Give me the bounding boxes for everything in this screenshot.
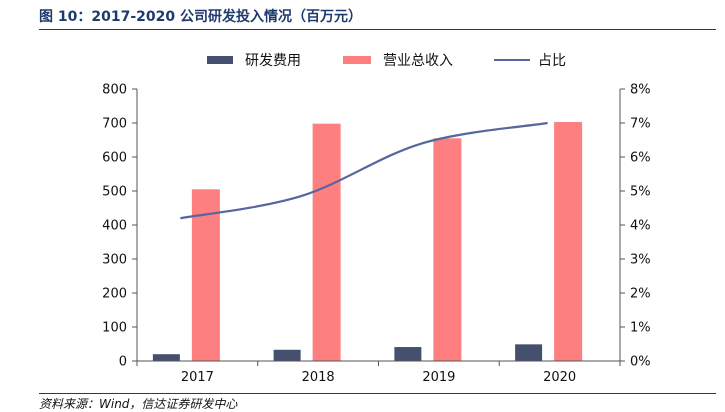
y-right-tick-label: 0% bbox=[630, 355, 651, 370]
bar-revenue-2019 bbox=[433, 138, 462, 361]
legend-item-ratio: 占比 bbox=[494, 49, 566, 71]
bar-rd-2018 bbox=[273, 349, 301, 361]
y-right-tick-label: 5% bbox=[630, 185, 651, 200]
y-right-tick-label: 8% bbox=[630, 83, 651, 98]
legend-swatch-revenue bbox=[343, 56, 371, 64]
line-ratio bbox=[180, 121, 548, 220]
y-right-tick-label: 6% bbox=[630, 151, 651, 166]
legend-line-ratio bbox=[494, 59, 530, 61]
source-note: 资料来源：Wind，信达证券研发中心 bbox=[39, 397, 238, 411]
legend-swatch-rd bbox=[207, 56, 233, 64]
bar-rd-2019 bbox=[394, 347, 422, 361]
y-left-tick-label: 700 bbox=[102, 117, 127, 132]
legend-item-rd: 研发费用 bbox=[207, 49, 301, 71]
y-right-tick-label: 4% bbox=[630, 219, 651, 234]
y-left-tick-label: 0 bbox=[119, 355, 127, 370]
bar-revenue-2020 bbox=[554, 121, 583, 361]
y-right-tick-label: 3% bbox=[630, 253, 651, 268]
y-left-tick-label: 400 bbox=[102, 219, 127, 234]
x-tick-label-2020: 2020 bbox=[543, 370, 576, 385]
y-right-tick-label: 7% bbox=[630, 117, 651, 132]
x-tick-label-2019: 2019 bbox=[422, 370, 455, 385]
legend-item-revenue: 营业总收入 bbox=[343, 49, 453, 71]
y-left-tick-label: 200 bbox=[102, 287, 127, 302]
bar-revenue-2017 bbox=[191, 189, 220, 361]
source-divider bbox=[39, 393, 716, 394]
legend-label-revenue: 营业总收入 bbox=[383, 53, 453, 69]
legend: 研发费用 营业总收入 占比 bbox=[0, 49, 725, 71]
x-tick-label-2017: 2017 bbox=[181, 370, 214, 385]
y-left-tick-label: 800 bbox=[102, 83, 127, 98]
bar-revenue-2018 bbox=[312, 123, 341, 362]
y-right-tick-label: 1% bbox=[630, 321, 651, 336]
y-left-tick-label: 300 bbox=[102, 253, 127, 268]
y-right-tick-label: 2% bbox=[630, 287, 651, 302]
bar-rd-2020 bbox=[515, 344, 543, 361]
chart-title: 图 10：2017-2020 公司研发投入情况（百万元） bbox=[39, 9, 362, 25]
y-left-tick-label: 500 bbox=[102, 185, 127, 200]
y-left-tick-label: 100 bbox=[102, 321, 127, 336]
x-tick-label-2018: 2018 bbox=[302, 370, 335, 385]
legend-label-rd: 研发费用 bbox=[245, 53, 301, 69]
bar-rd-2017 bbox=[152, 354, 180, 361]
title-divider bbox=[39, 29, 716, 30]
legend-label-ratio: 占比 bbox=[538, 53, 566, 69]
y-left-tick-label: 600 bbox=[102, 151, 127, 166]
